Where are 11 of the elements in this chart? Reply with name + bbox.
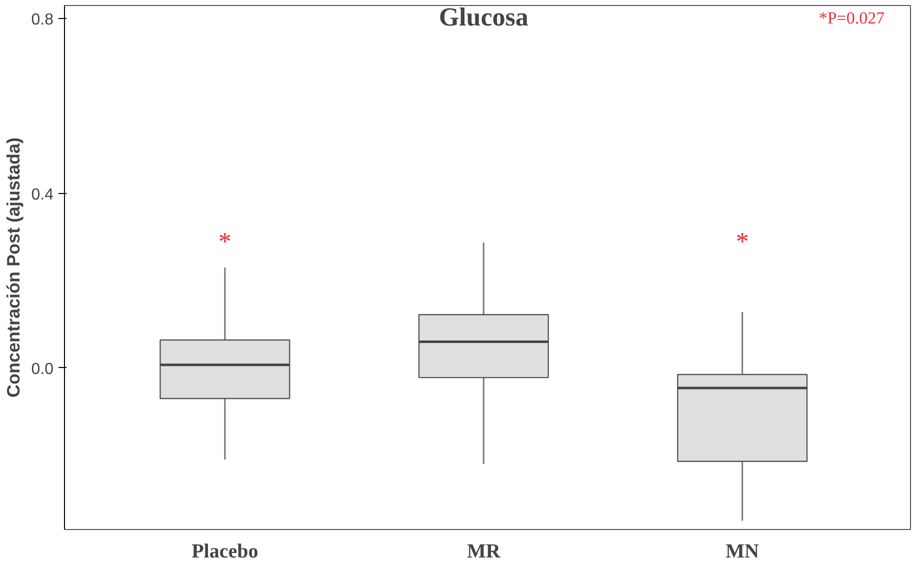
annotation: * (736, 226, 749, 256)
x-tick-label: MN (726, 540, 760, 562)
chart-title: Glucosa (438, 2, 528, 32)
y-axis-title: Concentración Post (ajustada) (3, 137, 24, 398)
x-tick-label: MR (466, 540, 501, 562)
y-tick-label: 0.4 (31, 186, 54, 204)
y-tick-label: 0.8 (31, 12, 54, 29)
annotation: *P=0.027 (818, 8, 886, 28)
annotation: * (218, 226, 232, 256)
y-tick-label: 0.0 (31, 360, 54, 378)
x-tick-label: Placebo (192, 540, 258, 562)
